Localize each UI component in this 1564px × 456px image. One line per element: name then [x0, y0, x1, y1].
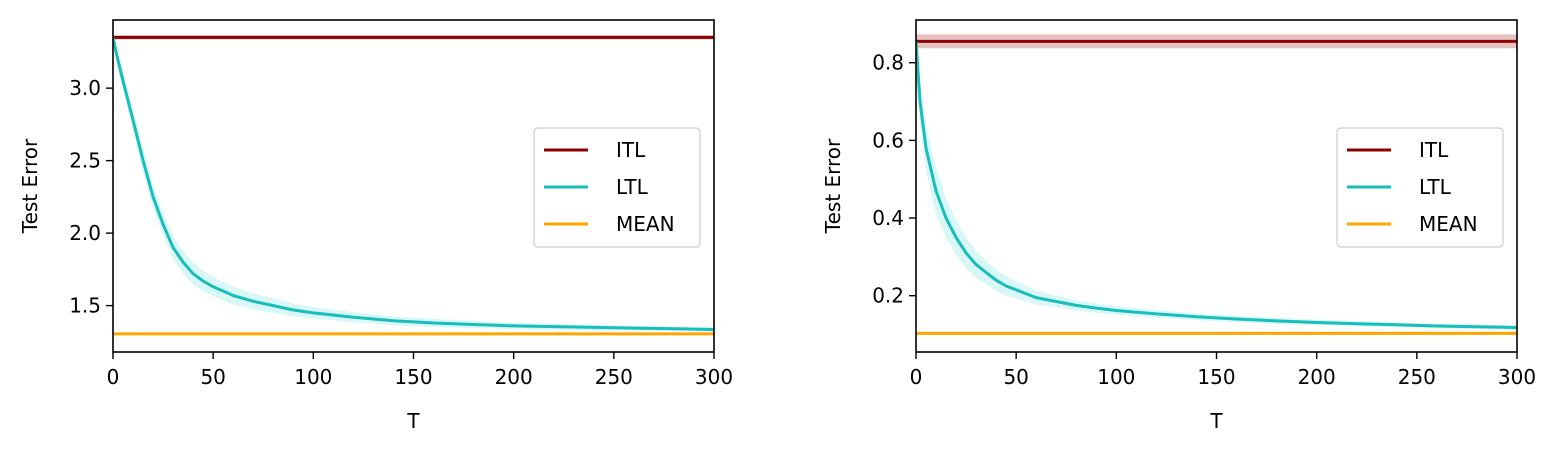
legend-label-itl: ITL: [1419, 138, 1449, 162]
plot-area: [113, 34, 714, 336]
x-tick-label: 250: [595, 365, 633, 389]
legend: ITL LTL MEAN: [1336, 127, 1504, 248]
y-tick-label: 2.0: [69, 221, 101, 245]
legend-box: [533, 127, 701, 248]
x-tick-label: 200: [495, 365, 533, 389]
legend-label-mean: MEAN: [1419, 212, 1478, 236]
chart-panel-2: 0 50 100 150 200 250 300 0.2 0.4 0.6 0.8 T Test Erro…: [821, 19, 1536, 433]
x-tick-label: 150: [1197, 365, 1235, 389]
legend-label-itl: ITL: [616, 138, 646, 162]
y-tick-label: 2.5: [69, 149, 101, 173]
x-tick-label: 300: [1498, 365, 1536, 389]
x-tick-label: 0: [910, 365, 923, 389]
x-tick-label: 0: [107, 365, 120, 389]
legend-label-mean: MEAN: [616, 212, 675, 236]
x-tick-label: 100: [1097, 365, 1135, 389]
y-tick-label: 0.4: [872, 206, 904, 230]
y-tick-label: 0.8: [872, 51, 904, 75]
y-tick-label: 3.0: [69, 76, 101, 100]
legend-box: [1336, 127, 1504, 248]
y-tick-label: 0.6: [872, 128, 904, 152]
x-tick-label: 100: [294, 365, 332, 389]
x-axis-label: T: [1209, 409, 1223, 433]
x-axis-label: T: [406, 409, 420, 433]
series-line-ltl: [113, 37, 714, 331]
x-tick-label: 50: [200, 365, 225, 389]
x-tick-label: 150: [394, 365, 432, 389]
legend-label-ltl: LTL: [616, 175, 649, 199]
legend-label-ltl: LTL: [1419, 175, 1452, 199]
y-axis-label: Test Error: [821, 138, 845, 234]
legend: ITL LTL MEAN: [533, 127, 701, 248]
y-axis-label: Test Error: [18, 138, 42, 234]
plot-area: [916, 34, 1517, 335]
chart-panel-1: 0 50 100 150 200 250 300 1.5 2.0 2.5 3.0 T Test Erro…: [18, 19, 733, 433]
x-tick-label: 250: [1398, 365, 1436, 389]
y-tick-label: 0.2: [872, 284, 904, 308]
y-tick-label: 1.5: [69, 294, 101, 318]
x-tick-label: 300: [695, 365, 733, 389]
series-line-ltl: [916, 41, 1517, 329]
x-tick-label: 50: [1003, 365, 1028, 389]
x-tick-label: 200: [1298, 365, 1336, 389]
